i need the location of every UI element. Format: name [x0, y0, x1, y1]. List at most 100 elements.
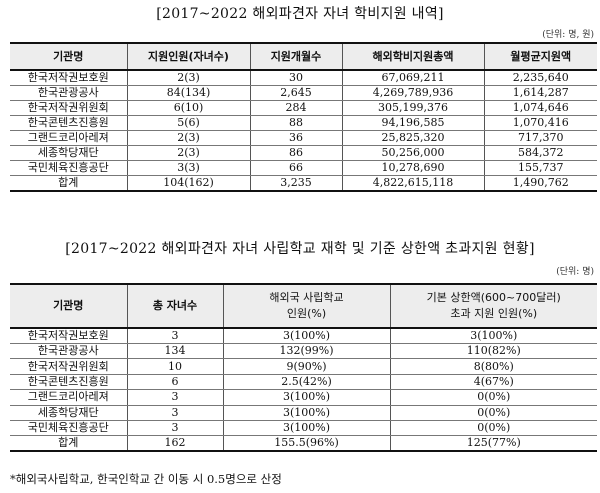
table1-value-cell: 2(3)	[126, 130, 251, 146]
table2-header-line: 인원(%)	[286, 307, 327, 320]
table1-row: 합계 104(162) 3,235 4,822,615,118 1,490,762	[10, 175, 597, 192]
table1-title: [2017~2022 해외파견자 자녀 학비지원 내역]	[156, 6, 444, 22]
table2-value-cell: 0(0%)	[389, 405, 597, 421]
table1-value-cell: 305,199,376	[341, 100, 485, 116]
table1-body: 한국저작권보호원 2(3) 30 67,069,211 2,235,640 한국관광공사 8…	[10, 70, 597, 192]
table1-row: 국민체육진흥공단 3(3) 66 10,278,690 155,737	[10, 160, 597, 176]
table2-value-cell: 6	[126, 374, 224, 391]
table1-org-name-cell: 합계	[10, 175, 128, 192]
table2-org-name-cell: 국민체육진흥공단	[10, 420, 128, 437]
table2-header-cell: 기본 상한액(600~700달러) 초과 지원 인원(%)	[389, 283, 597, 329]
table1-value-cell: 284	[249, 100, 343, 116]
table2-row: 한국저작권위원회 10 9(90%) 8(80%)	[10, 358, 597, 375]
table2-row: 한국콘텐츠진흥원 6 2.5(42%) 4(67%)	[10, 374, 597, 391]
table2-row: 합계 162 155.5(96%) 125(77%)	[10, 435, 597, 453]
table1-value-cell: 84(134)	[126, 85, 251, 101]
table1-header-cell: 기관명	[10, 42, 128, 71]
table1-value-cell: 10,278,690	[341, 160, 485, 176]
table1-value-cell: 3,235	[249, 175, 343, 192]
table1-value-cell: 1,614,287	[483, 85, 597, 101]
table2-value-cell: 3	[126, 405, 224, 421]
table1-org-name-cell: 한국저작권위원회	[10, 100, 128, 116]
table1-value-cell: 3(3)	[126, 160, 251, 176]
table2-header-line: 초과 지원 인원(%)	[450, 307, 538, 320]
table1-value-cell: 155,737	[483, 160, 597, 176]
table2-header-line: 기본 상한액(600~700달러)	[426, 291, 561, 304]
table2-header-cell: 해외국 사립학교 인원(%)	[222, 283, 391, 329]
table1-value-cell: 50,256,000	[341, 145, 485, 161]
table2-value-cell: 155.5(96%)	[222, 435, 391, 453]
table1-value-cell: 1,490,762	[483, 175, 597, 192]
table2-title: [2017~2022 해외파견자 자녀 사립학교 재학 및 기준 상한액 초과지…	[65, 241, 535, 257]
table1-value-cell: 88	[249, 115, 343, 131]
table1-value-cell: 5(6)	[126, 115, 251, 131]
table1-row: 세종학당재단 2(3) 86 50,256,000 584,372	[10, 145, 597, 161]
table1-value-cell: 1,074,646	[483, 100, 597, 116]
table2-value-cell: 3(100%)	[222, 420, 391, 437]
table2-row: 한국저작권보호원 3 3(100%) 3(100%)	[10, 328, 597, 344]
table2-row: 세종학당재단 3 3(100%) 0(0%)	[10, 405, 597, 421]
table2-value-cell: 125(77%)	[389, 435, 597, 453]
table2-org-name-cell: 한국저작권위원회	[10, 358, 128, 375]
table2-org-name-cell: 세종학당재단	[10, 405, 128, 421]
table1-header-cell: 지원개월수	[249, 42, 343, 71]
table2-org-name-cell: 그랜드코리아레져	[10, 389, 128, 406]
table2-value-cell: 3	[126, 420, 224, 437]
table1-row: 한국콘텐츠진흥원 5(6) 88 94,196,585 1,070,416	[10, 115, 597, 131]
table1-org-name-cell: 한국관광공사	[10, 85, 128, 101]
table2-header-line: 해외국 사립학교	[269, 291, 344, 304]
footnote: *해외국사립학교, 한국인학교 간 이동 시 0.5명으로 산정	[10, 472, 282, 486]
table1-org-name-cell: 세종학당재단	[10, 145, 128, 161]
table1-org-name-cell: 한국저작권보호원	[10, 70, 128, 86]
table2-value-cell: 8(80%)	[389, 358, 597, 375]
table2-org-name-cell: 한국저작권보호원	[10, 328, 128, 344]
table1-unit: (단위: 명, 원)	[542, 30, 594, 40]
table2-row: 그랜드코리아레져 3 3(100%) 0(0%)	[10, 389, 597, 406]
table2-org-name-cell: 한국콘텐츠진흥원	[10, 374, 128, 391]
table2-value-cell: 3(100%)	[389, 328, 597, 344]
table2-value-cell: 132(99%)	[222, 343, 391, 360]
table1-value-cell: 66	[249, 160, 343, 176]
table2-value-cell: 162	[126, 435, 224, 453]
table1-org-name-cell: 그랜드코리아레져	[10, 130, 128, 146]
table1-value-cell: 1,070,416	[483, 115, 597, 131]
table1-value-cell: 36	[249, 130, 343, 146]
table2-row: 한국관광공사 134 132(99%) 110(82%)	[10, 343, 597, 360]
table2-value-cell: 4(67%)	[389, 374, 597, 391]
table1: 기관명 지원인원(자녀수) 지원개월수 해외학비지원총액 월평균지원액 한국저작…	[10, 42, 597, 192]
table1-value-cell: 2,235,640	[483, 70, 597, 86]
table1-row: 그랜드코리아레져 2(3) 36 25,825,320 717,370	[10, 130, 597, 146]
table2-value-cell: 0(0%)	[389, 420, 597, 437]
table1-row: 한국저작권위원회 6(10) 284 305,199,376 1,074,646	[10, 100, 597, 116]
table1-org-name-cell: 한국콘텐츠진흥원	[10, 115, 128, 131]
table2-value-cell: 3(100%)	[222, 405, 391, 421]
table1-value-cell: 2,645	[249, 85, 343, 101]
table2-value-cell: 110(82%)	[389, 343, 597, 360]
table2-header-row: 기관명 총 자녀수 해외국 사립학교 인원(%) 기본 상한액(600~700달…	[10, 283, 597, 329]
table2-header-cell: 기관명	[10, 283, 128, 329]
table2-value-cell: 2.5(42%)	[222, 374, 391, 391]
table1-value-cell: 94,196,585	[341, 115, 485, 131]
table2-value-cell: 0(0%)	[389, 389, 597, 406]
table2-header-cell: 총 자녀수	[126, 283, 224, 329]
table1-header-row: 기관명 지원인원(자녀수) 지원개월수 해외학비지원총액 월평균지원액	[10, 42, 597, 71]
table1-header-cell: 월평균지원액	[483, 42, 597, 71]
table2-value-cell: 3	[126, 328, 224, 344]
table1-header-cell: 지원인원(자녀수)	[126, 42, 251, 71]
table2-body: 한국저작권보호원 3 3(100%) 3(100%) 한국관광공사 134 132(99%)…	[10, 328, 597, 453]
table1-value-cell: 4,269,789,936	[341, 85, 485, 101]
table1-value-cell: 30	[249, 70, 343, 86]
table2-value-cell: 3(100%)	[222, 328, 391, 344]
table2: 기관명 총 자녀수 해외국 사립학교 인원(%) 기본 상한액(600~700달…	[10, 283, 597, 453]
table1-value-cell: 2(3)	[126, 145, 251, 161]
table1-value-cell: 2(3)	[126, 70, 251, 86]
table1-value-cell: 717,370	[483, 130, 597, 146]
table2-unit: (단위: 명)	[556, 267, 594, 277]
table2-value-cell: 134	[126, 343, 224, 360]
table1-value-cell: 25,825,320	[341, 130, 485, 146]
table1-value-cell: 6(10)	[126, 100, 251, 116]
table2-value-cell: 3	[126, 389, 224, 406]
table2-value-cell: 3(100%)	[222, 389, 391, 406]
table2-org-name-cell: 합계	[10, 435, 128, 453]
table1-row: 한국관광공사 84(134) 2,645 4,269,789,936 1,614,287	[10, 85, 597, 101]
